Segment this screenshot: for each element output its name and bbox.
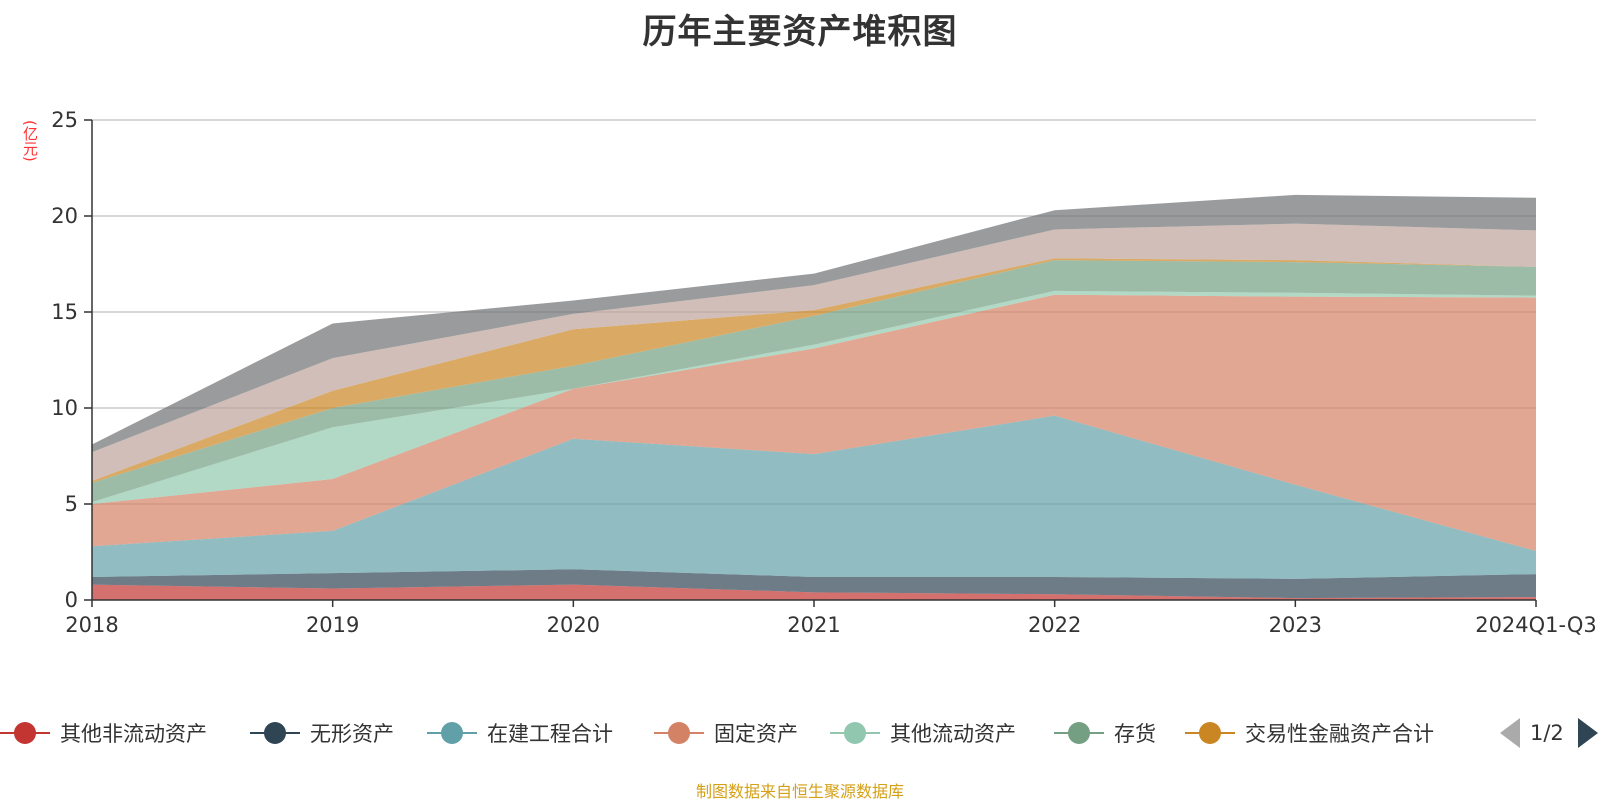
area-series-8 bbox=[92, 194, 1536, 453]
source-note: 制图数据来自恒生聚源数据库 bbox=[695, 782, 904, 801]
legend-label: 交易性金融资产合计 bbox=[1245, 722, 1434, 746]
legend-item[interactable]: 存货 bbox=[1054, 715, 1156, 751]
legend-page-indicator: 1/2 bbox=[1530, 721, 1564, 745]
legend-item[interactable]: 在建工程合计 bbox=[427, 715, 613, 751]
legend-label: 其他流动资产 bbox=[890, 722, 1016, 746]
y-tick-label: 15 bbox=[51, 300, 78, 324]
legend-marker-icon bbox=[250, 719, 300, 747]
legend-item[interactable]: 其他非流动资产 bbox=[0, 715, 207, 751]
x-tick-label: 2024Q1-Q3 bbox=[1475, 613, 1597, 637]
legend-label: 无形资产 bbox=[310, 722, 394, 746]
legend-marker-icon bbox=[1054, 719, 1104, 747]
chart-title: 历年主要资产堆积图 bbox=[642, 12, 958, 52]
y-tick-label: 10 bbox=[51, 396, 78, 420]
legend-item[interactable]: 交易性金融资产合计 bbox=[1185, 715, 1434, 751]
area-series-3 bbox=[92, 294, 1536, 552]
axes: 0 5 10 15 20 25 2018 2019 2020 2021 2022 2023 2024Q1… bbox=[51, 108, 1597, 637]
legend-item[interactable]: 其他流动资产 bbox=[830, 715, 1016, 751]
area-series-5 bbox=[92, 260, 1536, 503]
y-tick-label: 20 bbox=[51, 204, 78, 228]
x-tick-label: 2020 bbox=[547, 613, 600, 637]
stacked-area-chart: 0 5 10 15 20 25 2018 2019 2020 2021 2022 2023 2024Q1… bbox=[51, 108, 1597, 637]
legend-prev-page-icon[interactable] bbox=[1500, 718, 1520, 748]
legend-item[interactable]: 无形资产 bbox=[250, 715, 394, 751]
area-series-1 bbox=[92, 569, 1536, 599]
area-series bbox=[92, 194, 1536, 600]
legend-item[interactable]: 固定资产 bbox=[654, 715, 798, 751]
x-tick-label: 2018 bbox=[65, 613, 118, 637]
legend-label: 在建工程合计 bbox=[487, 722, 613, 746]
legend-marker-icon bbox=[427, 719, 477, 747]
legend-label: 存货 bbox=[1114, 722, 1156, 746]
area-series-2 bbox=[92, 415, 1536, 579]
y-tick-label: 5 bbox=[65, 492, 78, 516]
legend-marker-icon bbox=[0, 719, 50, 747]
y-axis-unit-label: (亿元) bbox=[21, 120, 39, 162]
x-tick-label: 2021 bbox=[787, 613, 840, 637]
legend-marker-icon bbox=[830, 719, 880, 747]
x-tick-label: 2023 bbox=[1269, 613, 1322, 637]
area-series-4 bbox=[92, 290, 1536, 504]
legend-pager: 1/2 bbox=[1500, 718, 1598, 748]
legend-marker-icon bbox=[1185, 719, 1235, 747]
legend-marker-icon bbox=[654, 719, 704, 747]
legend-next-page-icon[interactable] bbox=[1577, 718, 1598, 748]
y-tick-label: 25 bbox=[51, 108, 78, 132]
area-series-7 bbox=[92, 223, 1536, 481]
x-tick-label: 2022 bbox=[1028, 613, 1081, 637]
legend: 其他非流动资产 无形资产 在建工程合计 固定资产 其他流动资产 存货 交易性金融资产合计 bbox=[0, 715, 1600, 751]
x-tick-label: 2019 bbox=[306, 613, 359, 637]
legend-label: 其他非流动资产 bbox=[60, 722, 207, 746]
legend-label: 固定资产 bbox=[714, 722, 798, 746]
y-tick-label: 0 bbox=[65, 588, 78, 612]
